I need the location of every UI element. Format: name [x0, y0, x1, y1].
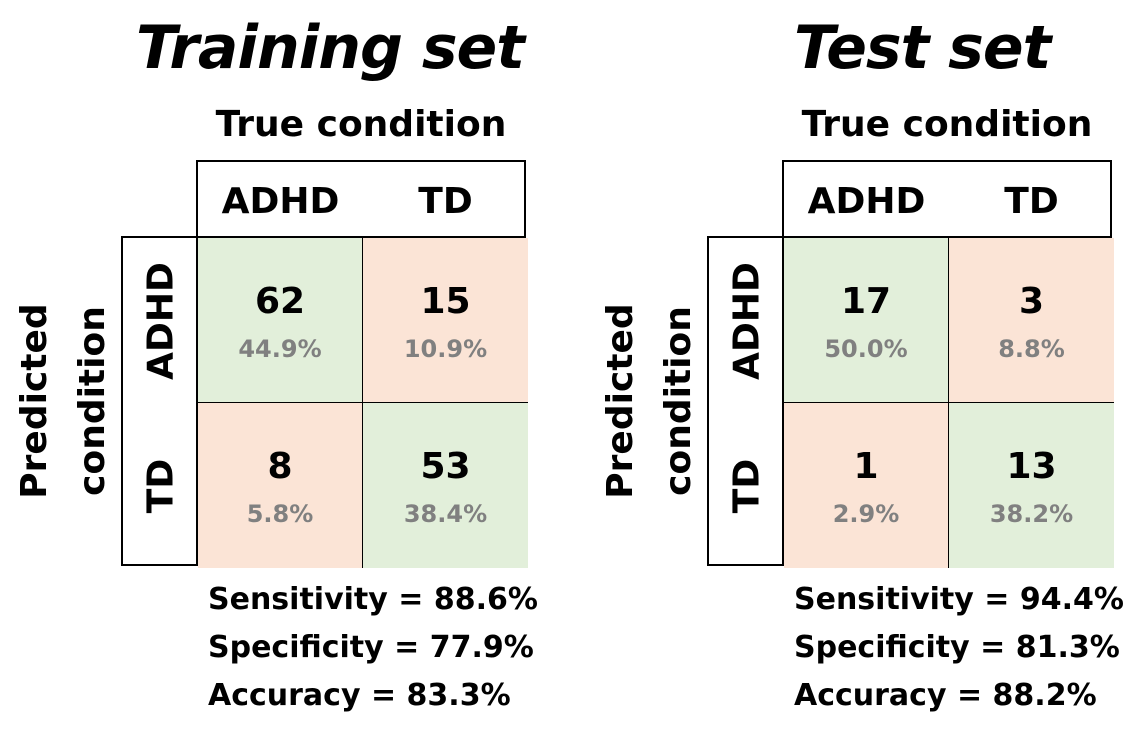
cell-count: 13 [1006, 446, 1057, 487]
column-header-adhd: ADHD [221, 181, 340, 222]
predicted-label-line-2: condition [72, 306, 113, 496]
column-header-td: TD [418, 181, 473, 222]
cell-percent: 8.8% [998, 335, 1065, 363]
confusion-matrix: 62 44.9% 15 10.9% 8 5.8% 53 38.4% [196, 236, 528, 568]
test-set-panel: Test set True condition ADHD TD Predicte… [586, 0, 1135, 734]
accuracy-metric: Accuracy = 83.3% [208, 678, 511, 713]
cell-count: 62 [254, 281, 306, 322]
predicted-condition-label: Predicted condition [592, 303, 708, 498]
matrix-cell-false-positive: 15 10.9% [363, 238, 528, 403]
column-header-adhd: ADHD [807, 181, 926, 222]
cell-percent: 5.8% [246, 500, 314, 528]
column-header-td: TD [1004, 181, 1059, 222]
sensitivity-metric: Sensitivity = 94.4% [794, 582, 1124, 617]
cell-percent: 50.0% [824, 335, 908, 363]
row-header-adhd-label: ADHD [726, 261, 767, 380]
matrix-cell-true-positive: 17 50.0% [784, 238, 949, 403]
row-header-adhd-label: ADHD [140, 261, 181, 380]
matrix-cell-true-negative: 13 38.2% [949, 403, 1114, 568]
true-condition-label: True condition [215, 104, 507, 145]
cell-percent: 38.2% [989, 500, 1074, 528]
matrix-cell-false-negative: 1 2.9% [784, 403, 949, 568]
row-header-td: TD [709, 403, 784, 568]
cell-count: 17 [840, 281, 892, 322]
matrix-cell-true-positive: 62 44.9% [198, 238, 363, 403]
training-set-panel: Training set True condition ADHD TD Pred… [0, 0, 560, 734]
specificity-metric: Specificity = 77.9% [208, 630, 534, 665]
predicted-label-line-2: condition [658, 306, 699, 496]
row-header-adhd: ADHD [123, 238, 198, 403]
matrix-cell-false-negative: 8 5.8% [198, 403, 363, 568]
cell-count: 8 [267, 446, 293, 487]
panel-title: Test set [794, 13, 1051, 83]
cell-count: 15 [420, 281, 471, 322]
predicted-label-line-1: Predicted [600, 303, 641, 499]
confusion-matrix: 17 50.0% 3 8.8% 1 2.9% 13 38.2% [782, 236, 1114, 568]
predicted-condition-label: Predicted condition [6, 303, 122, 498]
panel-title: Training set [136, 13, 525, 83]
cell-count: 3 [1018, 281, 1045, 322]
sensitivity-metric: Sensitivity = 88.6% [208, 582, 538, 617]
row-header-adhd: ADHD [709, 238, 784, 403]
true-condition-label: True condition [801, 104, 1093, 145]
row-header-td-label: TD [140, 458, 181, 513]
metrics-summary: Sensitivity = 88.6% Specificity = 77.9% … [208, 576, 538, 720]
cell-percent: 10.9% [403, 335, 488, 363]
row-header-box: ADHD TD [707, 236, 782, 566]
matrix-cell-false-positive: 3 8.8% [949, 238, 1114, 403]
cell-percent: 2.9% [832, 500, 900, 528]
predicted-label-line-1: Predicted [14, 303, 55, 499]
row-header-td-label: TD [726, 458, 767, 513]
specificity-metric: Specificity = 81.3% [794, 630, 1120, 665]
column-header-box: ADHD TD [196, 160, 526, 236]
matrix-cell-true-negative: 53 38.4% [363, 403, 528, 568]
cell-percent: 44.9% [238, 335, 322, 363]
metrics-summary: Sensitivity = 94.4% Specificity = 81.3% … [794, 576, 1124, 720]
row-header-td: TD [123, 403, 198, 568]
cell-count: 1 [853, 446, 879, 487]
cell-percent: 38.4% [403, 500, 488, 528]
accuracy-metric: Accuracy = 88.2% [794, 678, 1097, 713]
row-header-box: ADHD TD [121, 236, 196, 566]
column-header-box: ADHD TD [782, 160, 1112, 236]
cell-count: 53 [420, 446, 471, 487]
